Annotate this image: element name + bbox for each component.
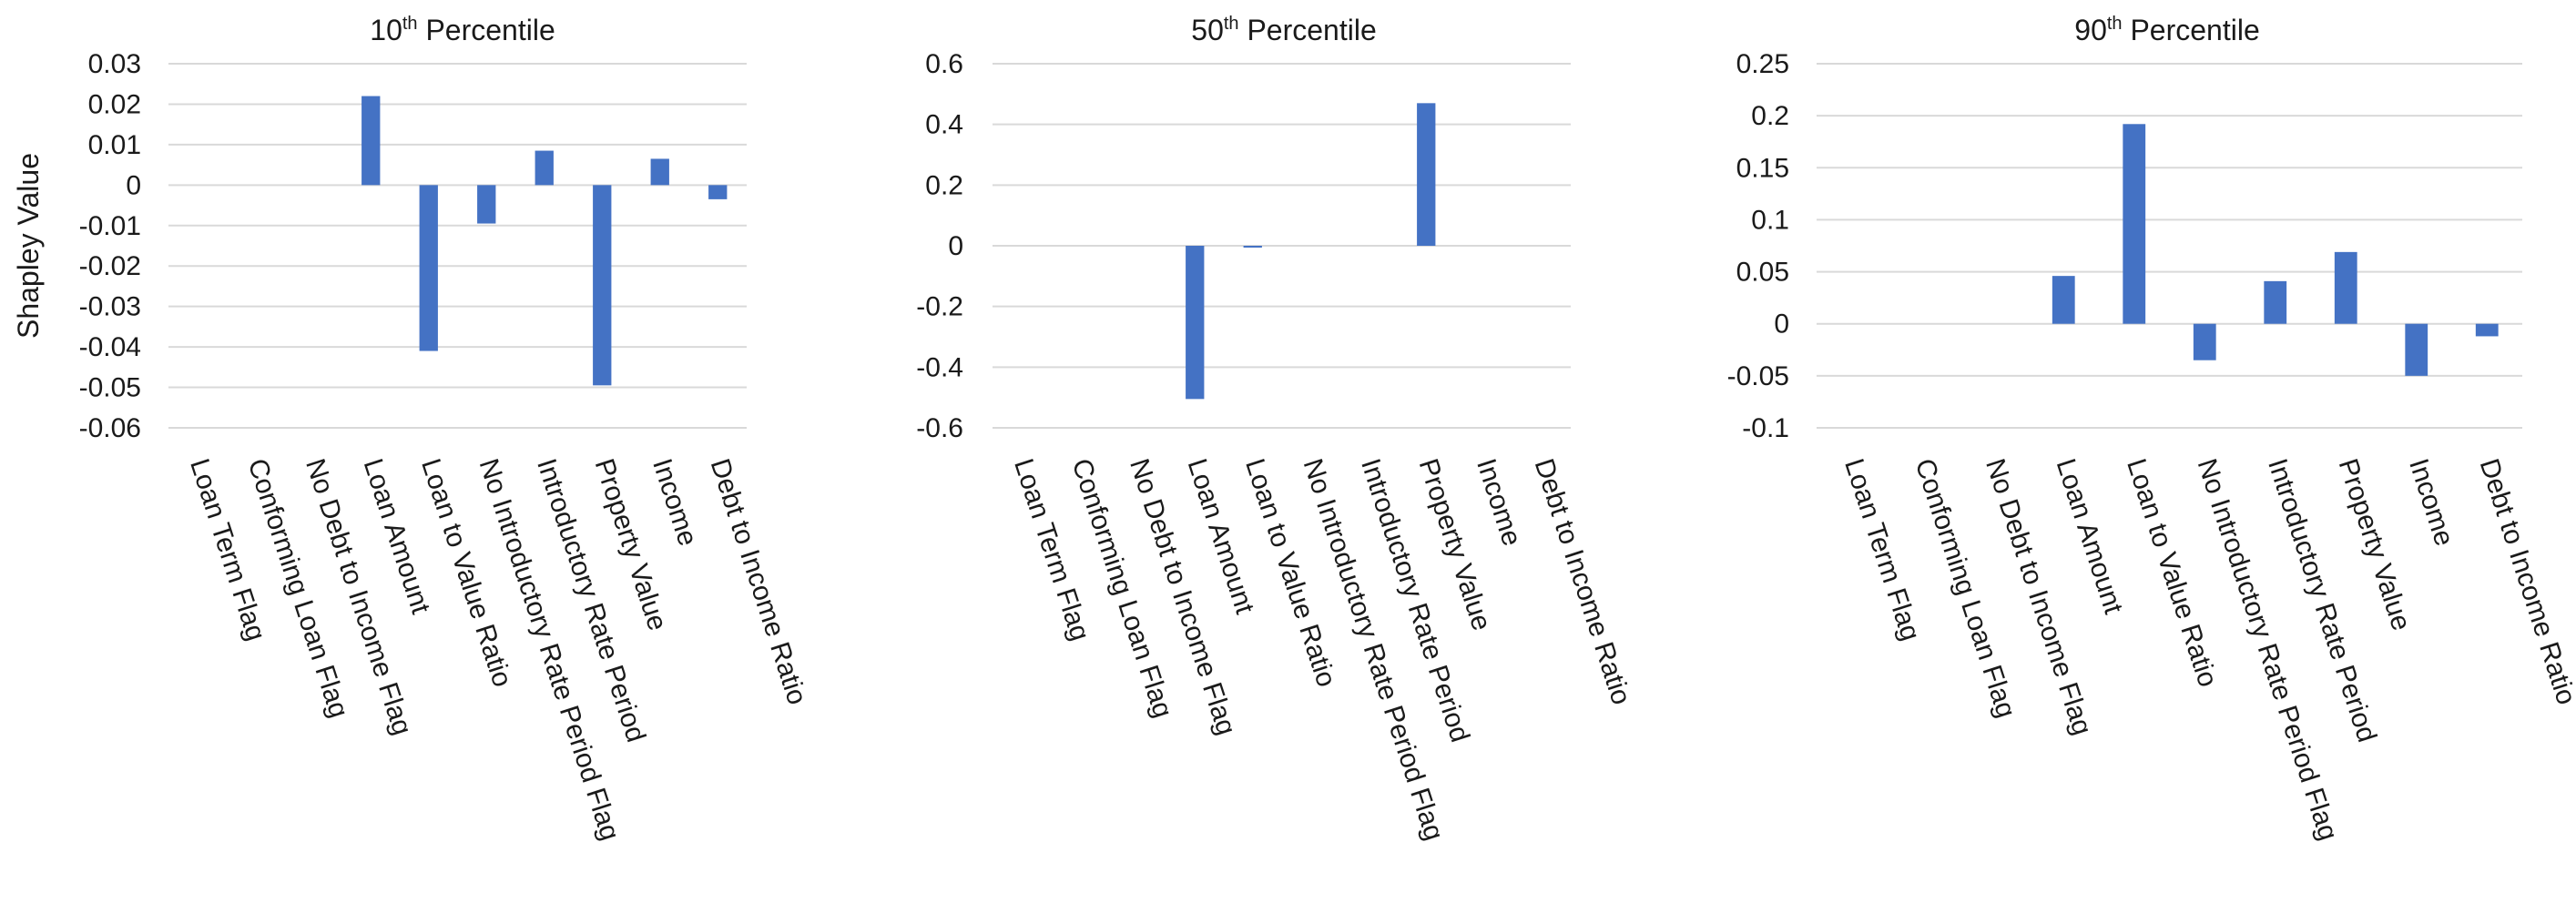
chart-title: 50th Percentile xyxy=(1191,14,1376,46)
y-tick-label: 0.03 xyxy=(88,49,141,79)
x-category-label: Loan Term Flag xyxy=(1838,455,1926,644)
y-tick-label: -0.1 xyxy=(1742,413,1789,443)
chart-panel-2: 0.25 0.2 0.15 0.1 0.05 0 -0.05 -0.1 90th Percent… xyxy=(1727,14,2576,844)
title-superscript: th xyxy=(1224,14,1239,34)
title-number: 90 xyxy=(2074,14,2107,46)
bar xyxy=(361,96,381,186)
title-rest: Percentile xyxy=(1239,14,1377,46)
y-tick-label: 0.1 xyxy=(1751,205,1789,235)
bar xyxy=(708,185,728,199)
title-number: 50 xyxy=(1191,14,1224,46)
x-category-label: Property Value xyxy=(2333,455,2417,634)
title-number: 10 xyxy=(370,14,402,46)
chart-title: 90th Percentile xyxy=(2074,14,2259,46)
y-tick-label: 0.6 xyxy=(925,49,963,79)
bar xyxy=(1243,246,1262,248)
title-superscript: th xyxy=(2107,14,2123,34)
title-superscript: th xyxy=(402,14,418,34)
bar xyxy=(2475,323,2499,337)
bar xyxy=(2405,323,2428,376)
y-tick-label: -0.02 xyxy=(79,251,141,281)
chart-panel-0: 0.03 0.02 0.01 0 -0.01 -0.02 -0.03 -0.04 -0.05 -0… xyxy=(12,14,812,844)
y-tick-label: 0.02 xyxy=(88,89,141,119)
y-tick-label: -0.6 xyxy=(916,413,963,443)
bar xyxy=(477,185,496,224)
y-tick-label: 0.4 xyxy=(925,110,963,140)
x-category-label: Debt to Income Ratio xyxy=(705,455,812,708)
y-axis-title: Shapley Value xyxy=(12,153,45,339)
y-tick-label: -0.01 xyxy=(79,211,141,241)
y-tick-label: 0.05 xyxy=(1736,258,1789,288)
bar xyxy=(419,185,438,351)
bar xyxy=(2193,323,2216,360)
bar xyxy=(2334,251,2357,324)
bar xyxy=(650,158,669,186)
x-category-label: Loan Amount xyxy=(2051,455,2129,618)
bar xyxy=(2123,124,2146,324)
y-tick-label: 0.2 xyxy=(1751,101,1789,131)
y-tick-label: -0.06 xyxy=(79,413,141,443)
y-tick-label: -0.05 xyxy=(79,373,141,403)
bar xyxy=(1417,103,1436,246)
y-tick-label: 0 xyxy=(126,170,141,200)
y-tick-label: 0.01 xyxy=(88,130,141,160)
y-tick-label: -0.2 xyxy=(916,292,963,322)
bar xyxy=(593,185,612,386)
y-tick-label: -0.4 xyxy=(916,352,963,382)
y-tick-label: -0.03 xyxy=(79,292,141,322)
x-category-label: Debt to Income Ratio xyxy=(1529,455,1636,708)
y-tick-label: 0 xyxy=(948,231,963,261)
x-category-label: Income xyxy=(2403,455,2459,550)
title-rest: Percentile xyxy=(418,14,555,46)
y-tick-label: 0.2 xyxy=(925,170,963,200)
x-category-label: No Introductory Rate Period Flag xyxy=(2192,455,2344,844)
bar xyxy=(2264,280,2287,324)
y-tick-label: 0 xyxy=(1774,309,1789,340)
y-tick-label: 0.25 xyxy=(1736,49,1789,79)
x-category-label: Debt to Income Ratio xyxy=(2474,455,2576,708)
x-category-label: Income xyxy=(1471,455,1527,550)
title-rest: Percentile xyxy=(2123,14,2260,46)
y-tick-label: -0.04 xyxy=(79,332,141,362)
bar xyxy=(535,150,554,186)
chart-title: 10th Percentile xyxy=(370,14,555,46)
y-tick-label: 0.15 xyxy=(1736,153,1789,183)
y-tick-label: -0.05 xyxy=(1727,361,1789,391)
x-category-label: Income xyxy=(647,455,703,550)
bar xyxy=(2052,276,2075,324)
bar xyxy=(1186,246,1205,400)
